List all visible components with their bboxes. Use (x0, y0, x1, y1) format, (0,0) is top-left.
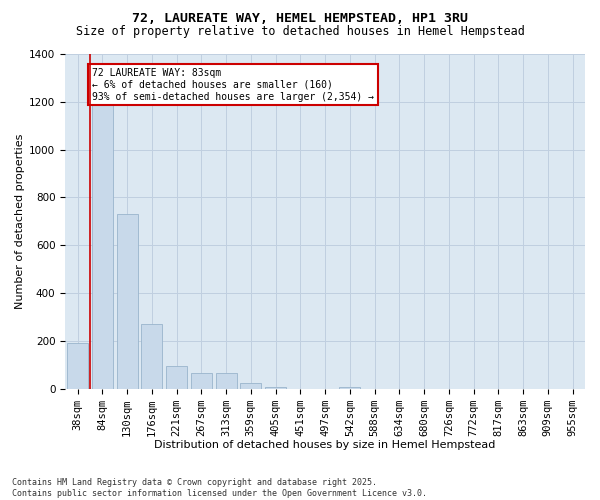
Y-axis label: Number of detached properties: Number of detached properties (15, 134, 25, 309)
Bar (191, 373, 212, 388)
X-axis label: Distribution of detached houses by size in Hemel Hempstead: Distribution of detached houses by size … (154, 440, 496, 450)
Bar (215, 373, 236, 388)
Bar (92, 82, 113, 388)
Bar (141, 324, 163, 388)
Text: 72, LAUREATE WAY, HEMEL HEMPSTEAD, HP1 3RU: 72, LAUREATE WAY, HEMEL HEMPSTEAD, HP1 3… (132, 12, 468, 26)
Text: Contains HM Land Registry data © Crown copyright and database right 2025.
Contai: Contains HM Land Registry data © Crown c… (12, 478, 427, 498)
Text: Size of property relative to detached houses in Hemel Hempstead: Size of property relative to detached ho… (76, 25, 524, 38)
Bar (67, 343, 88, 388)
Bar (116, 214, 137, 388)
Text: 72 LAUREATE WAY: 83sqm
← 6% of detached houses are smaller (160)
93% of semi-det: 72 LAUREATE WAY: 83sqm ← 6% of detached … (92, 68, 374, 102)
Bar (166, 366, 187, 388)
Bar (240, 382, 262, 388)
